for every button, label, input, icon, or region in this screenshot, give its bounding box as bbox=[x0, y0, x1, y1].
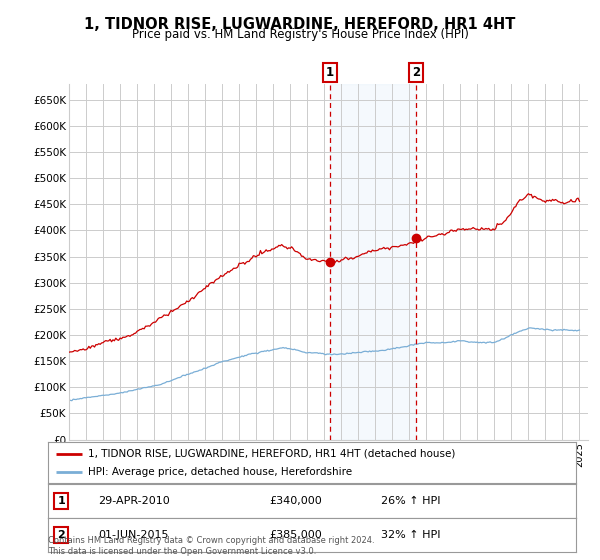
Text: HPI: Average price, detached house, Herefordshire: HPI: Average price, detached house, Here… bbox=[88, 467, 352, 477]
Text: 1: 1 bbox=[326, 66, 334, 78]
Text: 2: 2 bbox=[412, 66, 421, 78]
Text: 1: 1 bbox=[58, 496, 65, 506]
Text: 29-APR-2010: 29-APR-2010 bbox=[98, 496, 170, 506]
Text: 32% ↑ HPI: 32% ↑ HPI bbox=[380, 530, 440, 540]
Text: 2: 2 bbox=[58, 530, 65, 540]
Text: Contains HM Land Registry data © Crown copyright and database right 2024.
This d: Contains HM Land Registry data © Crown c… bbox=[48, 536, 374, 556]
Text: £340,000: £340,000 bbox=[270, 496, 323, 506]
Text: Price paid vs. HM Land Registry's House Price Index (HPI): Price paid vs. HM Land Registry's House … bbox=[131, 28, 469, 41]
Text: £385,000: £385,000 bbox=[270, 530, 323, 540]
Bar bbox=[330, 84, 416, 440]
Text: 01-JUN-2015: 01-JUN-2015 bbox=[98, 530, 169, 540]
Text: 26% ↑ HPI: 26% ↑ HPI bbox=[380, 496, 440, 506]
Text: 1, TIDNOR RISE, LUGWARDINE, HEREFORD, HR1 4HT (detached house): 1, TIDNOR RISE, LUGWARDINE, HEREFORD, HR… bbox=[88, 449, 455, 459]
Text: 1, TIDNOR RISE, LUGWARDINE, HEREFORD, HR1 4HT: 1, TIDNOR RISE, LUGWARDINE, HEREFORD, HR… bbox=[85, 17, 515, 32]
